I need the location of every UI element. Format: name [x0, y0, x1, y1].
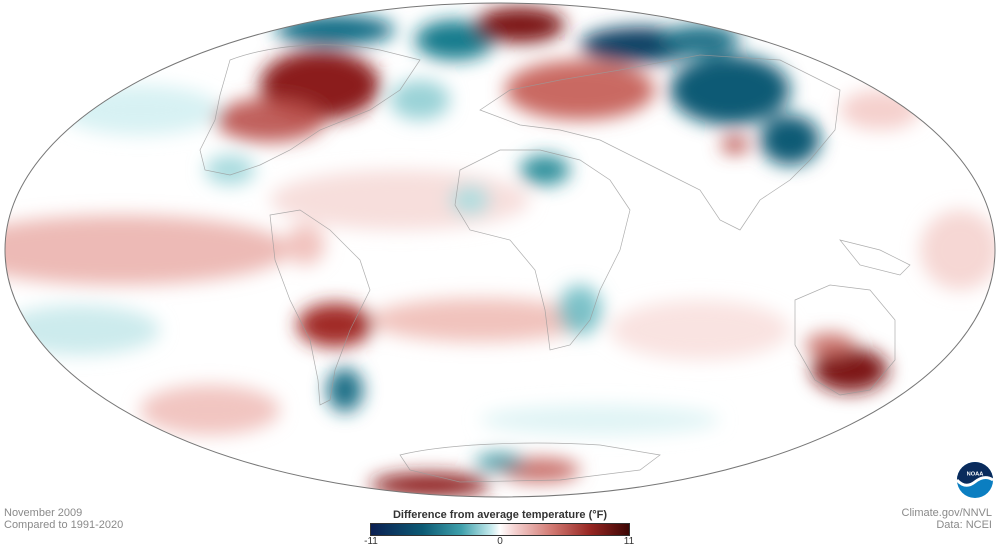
baseline-label: Compared to 1991-2020 [4, 519, 124, 531]
date-caption: November 2009 Compared to 1991-2020 [4, 507, 123, 531]
world-anomaly-map [4, 2, 996, 498]
credit-label: Climate.gov/NNVL [901, 507, 992, 519]
legend-mid-label: 0 [497, 536, 503, 547]
credit-caption: Climate.gov/NNVL Data: NCEI [902, 507, 992, 531]
coastlines [199, 44, 911, 483]
legend-color-bar [370, 523, 630, 536]
color-legend: Difference from average temperature (°F)… [360, 509, 640, 548]
month-label: November 2009 [4, 507, 83, 519]
anomaly-field [5, 7, 995, 497]
noaa-logo-text: NOAA [967, 471, 984, 477]
legend-ticks: -11 0 11 [364, 536, 634, 548]
legend-min-label: -11 [364, 536, 378, 547]
noaa-logo: NOAA [956, 461, 994, 499]
legend-title: Difference from average temperature (°F) [360, 509, 640, 521]
source-label: Data: NCEI [936, 519, 992, 531]
legend-unit: (°F) [588, 509, 608, 521]
globe-outline [4, 2, 996, 498]
legend-title-text: Difference from average temperature [392, 509, 586, 521]
legend-max-label: 11 [623, 536, 635, 547]
